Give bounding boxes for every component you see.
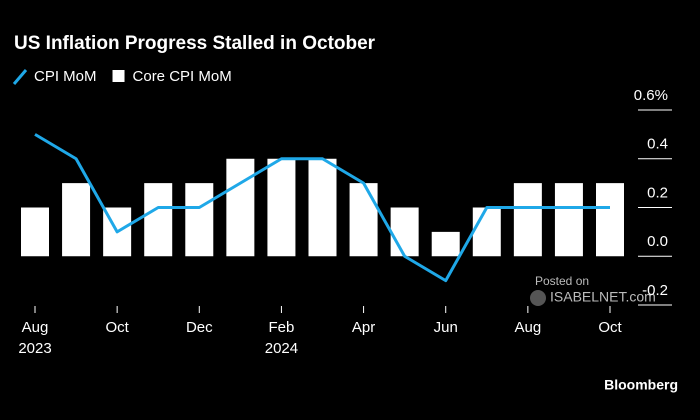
bar: [185, 183, 214, 257]
bar: [62, 183, 91, 257]
x-tick-label: Feb: [268, 319, 294, 336]
x-tick-year: 2024: [265, 340, 298, 357]
x-tick-year: 2023: [18, 340, 51, 357]
bar: [554, 183, 583, 257]
y-tick-label: 0.0: [647, 233, 668, 250]
bar: [21, 207, 49, 257]
chart-title: US Inflation Progress Stalled in October: [14, 33, 376, 54]
bar: [308, 158, 337, 257]
line: [34, 133, 610, 283]
bar: [144, 183, 173, 257]
legend-label: Core CPI MoM: [133, 68, 232, 85]
bar: [472, 207, 501, 257]
y-tick-label: 0.2: [647, 184, 668, 201]
watermark-logo: [530, 290, 546, 306]
bar: [513, 183, 542, 257]
x-tick-label: Aug: [22, 319, 49, 336]
y-tick-label: -0.2: [642, 282, 668, 299]
x-tick-label: Aug: [515, 319, 542, 336]
watermark: ISABELNET.com: [550, 289, 656, 305]
bar: [349, 183, 378, 257]
bar: [390, 207, 419, 257]
x-tick-label: Apr: [352, 319, 375, 336]
x-tick-label: Oct: [105, 319, 129, 336]
watermark: Posted on: [535, 274, 589, 288]
x-tick-label: Jun: [434, 319, 458, 336]
bar: [226, 158, 255, 257]
bar: [267, 158, 296, 257]
y-tick-label: 0.6%: [634, 87, 668, 104]
legend-swatch: [112, 70, 125, 82]
x-tick-label: Oct: [598, 319, 622, 336]
bar: [431, 231, 460, 257]
legend-swatch: [12, 69, 28, 85]
x-tick-label: Dec: [186, 319, 213, 336]
bar: [596, 183, 624, 257]
source: Bloomberg: [604, 377, 678, 393]
y-tick-label: 0.4: [647, 136, 668, 153]
legend-label: CPI MoM: [34, 68, 97, 85]
